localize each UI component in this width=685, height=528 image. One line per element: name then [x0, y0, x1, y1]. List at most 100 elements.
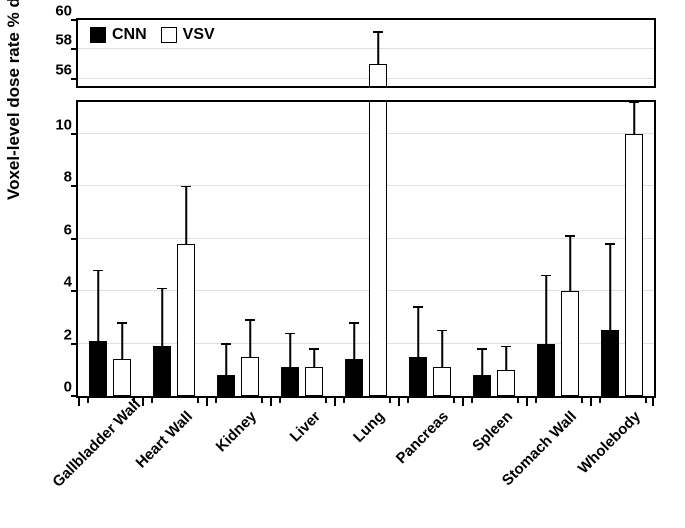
error-bar [185, 186, 187, 244]
grid-line [78, 133, 654, 134]
bar-vsv [177, 244, 195, 396]
error-bar [121, 323, 123, 360]
error-bar [161, 288, 163, 346]
x-tick-major [652, 398, 654, 406]
x-tick-major [78, 398, 80, 406]
error-bar [481, 349, 483, 375]
x-tick-major [398, 398, 400, 406]
x-tick-mark [471, 398, 473, 403]
error-bar [569, 236, 571, 291]
bar-cnn [409, 357, 427, 396]
x-tick-mark [343, 398, 345, 403]
grid-line [78, 238, 654, 239]
bar-vsv [497, 370, 515, 396]
y-tick-label: 6 [38, 221, 78, 238]
y-tick-label: 0 [38, 379, 78, 396]
error-cap [373, 31, 383, 33]
error-bar [633, 102, 635, 134]
legend-swatch-vsv [161, 27, 177, 43]
y-tick-label: 4 [38, 274, 78, 291]
bar-vsv [625, 134, 643, 397]
error-bar [249, 320, 251, 357]
bar-vsv [305, 367, 323, 396]
bar-cnn [537, 344, 555, 397]
x-tick-major [526, 398, 528, 406]
error-cap [437, 330, 447, 332]
x-tick-mark [581, 398, 583, 403]
error-cap [477, 348, 487, 350]
x-tick-major [334, 398, 336, 406]
error-bar [417, 307, 419, 357]
legend-item-vsv: VSV [161, 26, 215, 44]
bar-vsv-top-segment [369, 64, 387, 86]
bar-vsv [113, 359, 131, 396]
bar-cnn [281, 367, 299, 396]
error-cap [93, 270, 103, 272]
x-tick-mark [599, 398, 601, 403]
error-bar [609, 244, 611, 331]
legend-item-cnn: CNN [90, 26, 147, 44]
error-cap [349, 322, 359, 324]
bar-cnn [89, 341, 107, 396]
error-cap [501, 346, 511, 348]
x-tick-mark [215, 398, 217, 403]
x-tick-mark [197, 398, 199, 403]
error-bar [545, 275, 547, 343]
legend-label-cnn: CNN [112, 26, 147, 43]
x-tick-mark [517, 398, 519, 403]
legend: CNN VSV [90, 26, 215, 44]
panel-bottom: 0246810Gallbladder WallHeart WallKidneyL… [76, 100, 656, 398]
bar-vsv [561, 291, 579, 396]
error-bar [97, 270, 99, 341]
grid-line [78, 48, 654, 49]
chart: Voxel-level dose rate % difference CNN V… [0, 0, 685, 528]
grid-line [78, 78, 654, 79]
panel-top: CNN VSV 565860 [76, 18, 656, 88]
error-cap [181, 186, 191, 188]
x-tick-major [590, 398, 592, 406]
plot-area: CNN VSV 565860 0246810Gallbladder WallHe… [76, 18, 656, 398]
error-cap [413, 306, 423, 308]
y-tick-label: 58 [38, 32, 78, 49]
x-tick-major [462, 398, 464, 406]
error-cap [221, 343, 231, 345]
x-tick-major [270, 398, 272, 406]
legend-label-vsv: VSV [183, 26, 215, 43]
y-tick-label: 60 [38, 3, 78, 20]
y-tick-label: 10 [38, 116, 78, 133]
error-bar [377, 32, 379, 64]
x-tick-mark [389, 398, 391, 403]
error-cap [117, 322, 127, 324]
bar-vsv [241, 357, 259, 396]
x-tick-mark [151, 398, 153, 403]
bar-cnn [217, 375, 235, 396]
legend-swatch-cnn [90, 27, 106, 43]
x-tick-mark [535, 398, 537, 403]
error-bar [289, 333, 291, 367]
error-cap [157, 288, 167, 290]
error-bar [353, 323, 355, 360]
x-tick-mark [279, 398, 281, 403]
bar-cnn [601, 330, 619, 396]
bar-vsv [369, 102, 387, 396]
bar-vsv [433, 367, 451, 396]
bar-cnn [153, 346, 171, 396]
error-cap [309, 348, 319, 350]
x-tick-mark [407, 398, 409, 403]
bar-cnn [473, 375, 491, 396]
x-tick-major [206, 398, 208, 406]
x-tick-mark [453, 398, 455, 403]
y-axis-label: Voxel-level dose rate % difference [4, 0, 24, 200]
error-cap [565, 235, 575, 237]
error-cap [285, 333, 295, 335]
y-tick-label: 2 [38, 326, 78, 343]
error-cap [541, 275, 551, 277]
x-tick-major [142, 398, 144, 406]
error-bar [313, 349, 315, 367]
x-tick-mark [87, 398, 89, 403]
x-tick-mark [645, 398, 647, 403]
bar-cnn [345, 359, 363, 396]
error-bar [505, 346, 507, 370]
y-tick-label: 8 [38, 169, 78, 186]
y-tick-label: 56 [38, 61, 78, 78]
